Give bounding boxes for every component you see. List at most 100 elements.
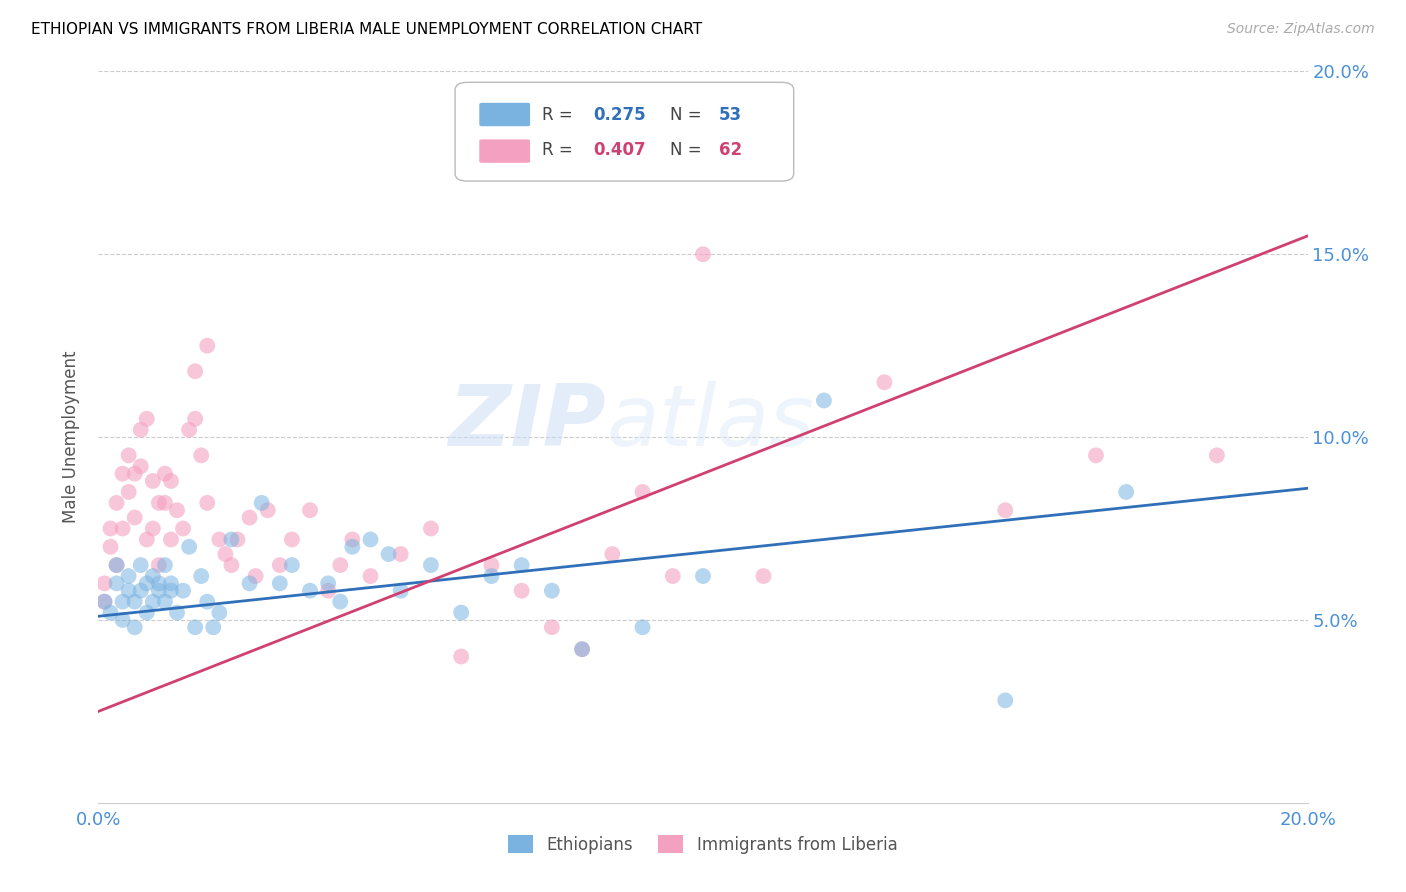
Point [571,642,593,657]
FancyBboxPatch shape [479,103,530,127]
Point [420,521,443,535]
Point [135,412,157,426]
Point [160,576,183,591]
Point [105,576,128,591]
Point [118,569,141,583]
Point [450,606,472,620]
Point [111,594,134,608]
Point [256,503,278,517]
Text: R =: R = [543,105,583,123]
Point [148,496,170,510]
Point [250,496,273,510]
Point [153,594,176,608]
Point [994,693,1017,707]
Point [692,569,714,583]
Point [153,558,176,573]
Point [160,533,183,547]
Point [269,558,291,573]
Point [172,521,194,535]
Text: 53: 53 [718,105,742,123]
Point [184,412,207,426]
Point [100,606,122,620]
Point [195,594,218,608]
Point [389,547,412,561]
Text: atlas: atlas [606,381,814,464]
Point [142,569,165,583]
Text: Source: ZipAtlas.com: Source: ZipAtlas.com [1227,22,1375,37]
Y-axis label: Male Unemployment: Male Unemployment [62,351,80,524]
Point [135,606,157,620]
Point [481,558,503,573]
Point [752,569,775,583]
Point [239,576,262,591]
Point [153,496,176,510]
Point [166,503,188,517]
Point [281,533,304,547]
Point [195,496,218,510]
Point [93,576,115,591]
Text: ETHIOPIAN VS IMMIGRANTS FROM LIBERIA MALE UNEMPLOYMENT CORRELATION CHART: ETHIOPIAN VS IMMIGRANTS FROM LIBERIA MAL… [31,22,702,37]
Point [631,620,654,634]
Point [135,576,157,591]
Point [135,533,157,547]
Point [602,547,624,561]
Point [571,642,593,657]
Point [142,594,165,608]
Point [481,569,503,583]
Point [153,467,176,481]
Point [124,620,146,634]
Point [100,540,122,554]
Point [281,558,304,573]
Point [450,649,472,664]
Point [111,521,134,535]
Point [111,467,134,481]
Point [208,606,231,620]
Point [184,364,207,378]
Point [661,569,683,583]
Point [420,558,443,573]
Point [202,620,225,634]
Point [1206,448,1229,462]
Point [239,510,262,524]
Point [299,503,322,517]
Point [389,583,412,598]
Point [100,521,122,535]
Point [316,583,339,598]
Point [148,583,170,598]
Point [540,620,562,634]
Point [1085,448,1108,462]
Point [172,583,194,598]
Point [160,583,183,598]
Text: 62: 62 [718,141,742,159]
Text: N =: N = [671,141,713,159]
Point [377,547,399,561]
FancyBboxPatch shape [456,82,793,181]
Point [329,558,352,573]
Point [994,503,1017,517]
Point [118,485,141,500]
Text: 0.407: 0.407 [593,141,645,159]
Point [124,594,146,608]
Point [142,474,165,488]
Point [226,533,249,547]
Point [190,569,212,583]
Point [208,533,231,547]
Point [329,594,352,608]
Text: R =: R = [543,141,583,159]
Point [190,448,212,462]
Point [316,576,339,591]
Point [124,467,146,481]
Point [195,338,218,352]
Point [360,533,382,547]
Text: 0.275: 0.275 [593,105,645,123]
Point [166,606,188,620]
Point [360,569,382,583]
Point [214,547,236,561]
Point [269,576,291,591]
Point [510,558,533,573]
Point [1115,485,1137,500]
Point [813,393,835,408]
Point [221,533,243,547]
Text: ZIP: ZIP [449,381,606,464]
Point [184,620,207,634]
